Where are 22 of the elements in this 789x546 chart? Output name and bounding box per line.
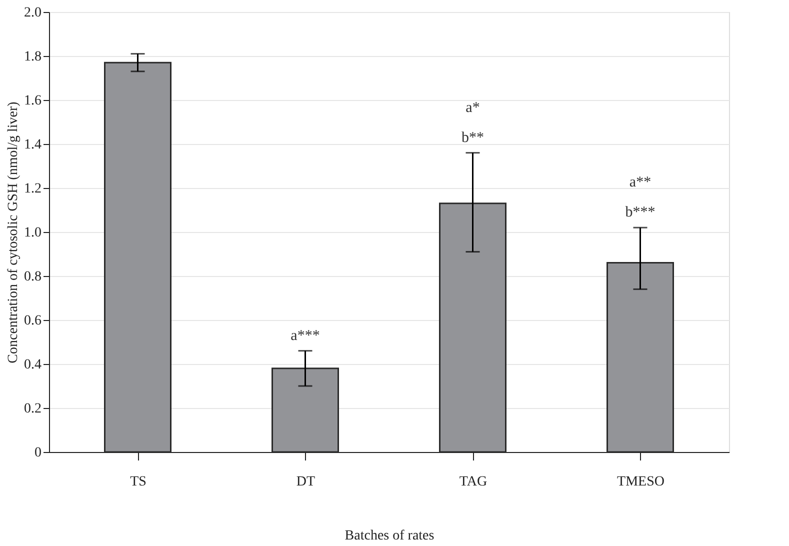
x-tick-label: TMESO <box>617 474 664 490</box>
y-tick-label: 0.6 <box>24 314 42 328</box>
y-tick-label: 1.2 <box>24 182 42 196</box>
annotation: a** <box>629 174 652 191</box>
y-axis-title: Concentration of cytosolic GSH (nmol/g liver) <box>6 101 21 364</box>
annotation: b*** <box>625 204 656 221</box>
y-tick-label: 1.0 <box>24 226 42 240</box>
y-tick-label: 1.8 <box>24 50 42 64</box>
y-tick-label: 0.8 <box>24 270 42 284</box>
x-tick-label: TS <box>130 474 146 490</box>
y-tick-label: 0 <box>34 446 42 460</box>
y-tick-label: 1.6 <box>24 94 42 108</box>
annotation: b** <box>462 130 484 146</box>
x-tick-label: DT <box>296 474 316 490</box>
annotation: a*** <box>290 328 320 344</box>
y-tick-label: 0.2 <box>24 402 42 416</box>
x-axis-title: Batches of rates <box>344 528 434 544</box>
y-tick-label: 2.0 <box>24 6 42 20</box>
x-tick-label: TAG <box>459 474 488 490</box>
y-tick-label: 0.4 <box>24 358 42 372</box>
annotation: a* <box>466 100 480 116</box>
y-tick-label: 1.4 <box>24 138 42 152</box>
